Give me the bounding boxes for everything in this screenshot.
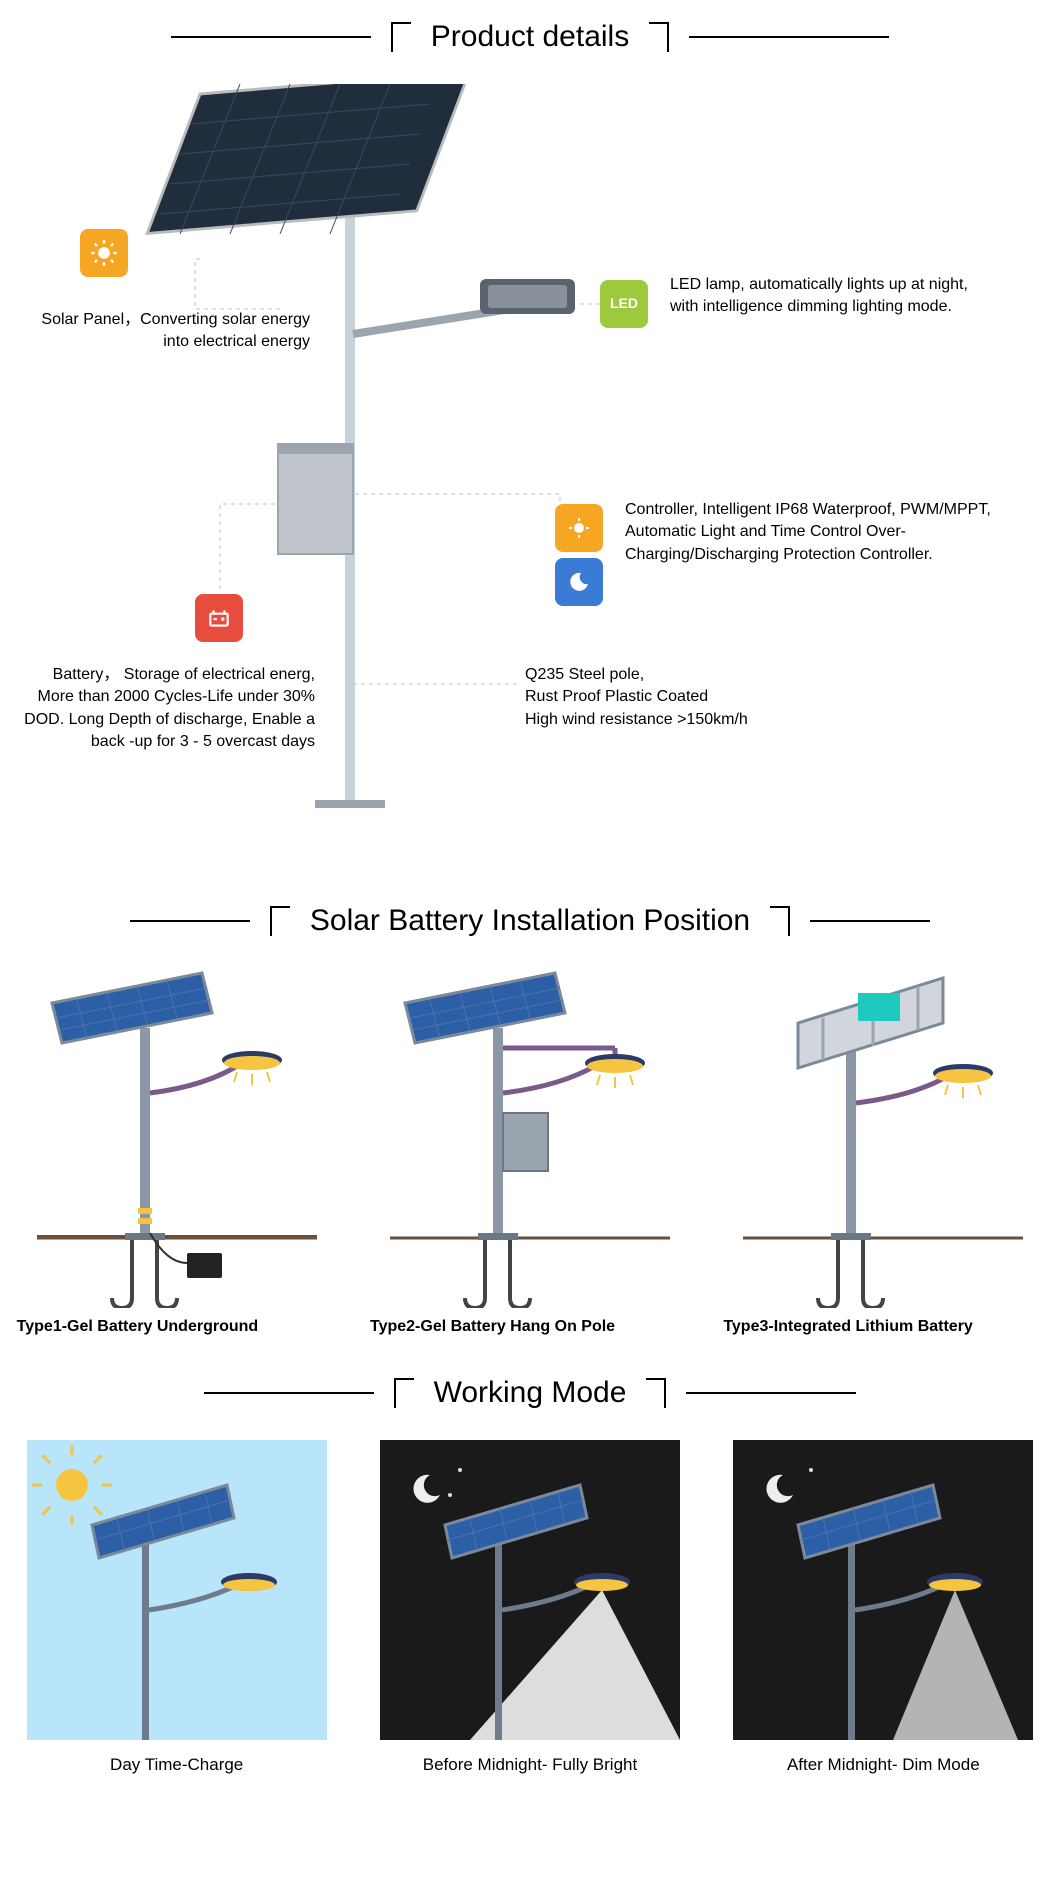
type2-caption: Type2-Gel Battery Hang On Pole: [370, 1318, 690, 1336]
working-mode-title: Working Mode: [434, 1376, 627, 1410]
working-modes-row: Day Time-Charge: [0, 1440, 1060, 1775]
mode-bright-caption: Before Midnight- Fully Bright: [370, 1755, 690, 1775]
controller-icons: [555, 504, 603, 606]
product-details-diagram: Solar Panel，Converting solar energy into…: [0, 84, 1060, 864]
type2-figure: [390, 968, 670, 1308]
product-details-header: Product details: [0, 20, 1060, 54]
mode-day-caption: Day Time-Charge: [17, 1755, 337, 1775]
battery-header: Solar Battery Installation Position: [0, 904, 1060, 938]
battery-icon: [195, 594, 243, 642]
mode-bright-figure: [380, 1440, 680, 1740]
type1-figure: [37, 968, 317, 1308]
type1-caption: Type1-Gel Battery Underground: [17, 1318, 337, 1336]
pole-text: Q235 Steel pole, Rust Proof Plastic Coat…: [525, 664, 855, 731]
led-text: LED lamp, automatically lights up at nig…: [670, 274, 1000, 319]
battery-positions-row: Type1-Gel Battery Underground: [0, 968, 1060, 1336]
battery-icon-wrap: [195, 594, 243, 642]
product-details-title: Product details: [431, 20, 629, 54]
led-icon-wrap: LED: [600, 280, 648, 328]
battery-title: Solar Battery Installation Position: [310, 904, 750, 938]
mode-day: Day Time-Charge: [17, 1440, 337, 1775]
solar-panel-icon-wrap: [80, 229, 128, 277]
mode-dim-figure: [733, 1440, 1033, 1740]
controller-moon-icon: [555, 558, 603, 606]
type3-figure: [743, 968, 1023, 1308]
mode-dim: After Midnight- Dim Mode: [723, 1440, 1043, 1775]
battery-type1: Type1-Gel Battery Underground: [17, 968, 337, 1336]
controller-text: Controller, Intelligent IP68 Waterproof,…: [625, 499, 1015, 566]
battery-type3: Type3-Integrated Lithium Battery: [723, 968, 1043, 1336]
solar-panel-text: Solar Panel，Converting solar energy into…: [20, 309, 310, 354]
led-icon: LED: [600, 280, 648, 328]
mode-day-figure: [27, 1440, 327, 1740]
type3-caption: Type3-Integrated Lithium Battery: [723, 1318, 1043, 1336]
battery-type2: Type2-Gel Battery Hang On Pole: [370, 968, 690, 1336]
mode-bright: Before Midnight- Fully Bright: [370, 1440, 690, 1775]
mode-dim-caption: After Midnight- Dim Mode: [723, 1755, 1043, 1775]
sun-icon: [80, 229, 128, 277]
controller-sun-icon: [555, 504, 603, 552]
battery-text: Battery， Storage of electrical energ, Mo…: [15, 664, 315, 754]
working-mode-header: Working Mode: [0, 1376, 1060, 1410]
